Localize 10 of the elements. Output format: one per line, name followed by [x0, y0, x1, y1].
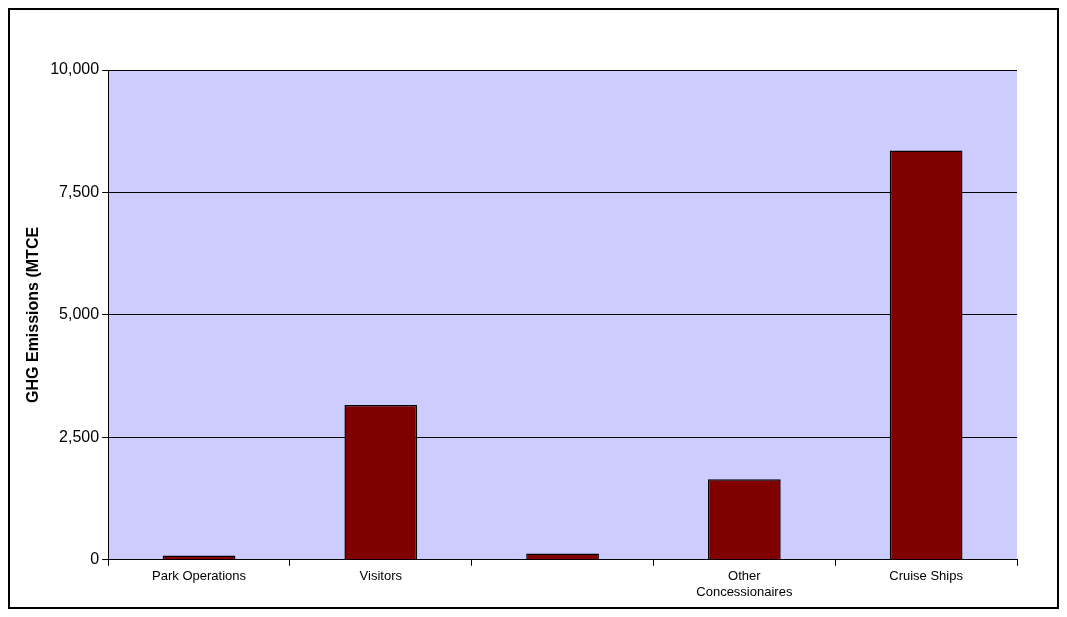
x-tick-label: Visitors: [359, 568, 403, 584]
x-tick-label: Other Concessionaires: [696, 568, 793, 599]
y-tick-label: 7,500: [59, 182, 100, 200]
y-axis-title: GHG Emissions (MTCE: [24, 226, 42, 403]
x-tick-label: Cruise Ships: [889, 568, 964, 584]
y-tick-label: 10,000: [50, 60, 100, 78]
x-tick-label: Park Operations: [152, 568, 247, 584]
y-tick-label: 5,000: [59, 305, 100, 323]
y-tick-label: 2,500: [59, 427, 100, 445]
y-tick-label: 0: [90, 550, 100, 568]
